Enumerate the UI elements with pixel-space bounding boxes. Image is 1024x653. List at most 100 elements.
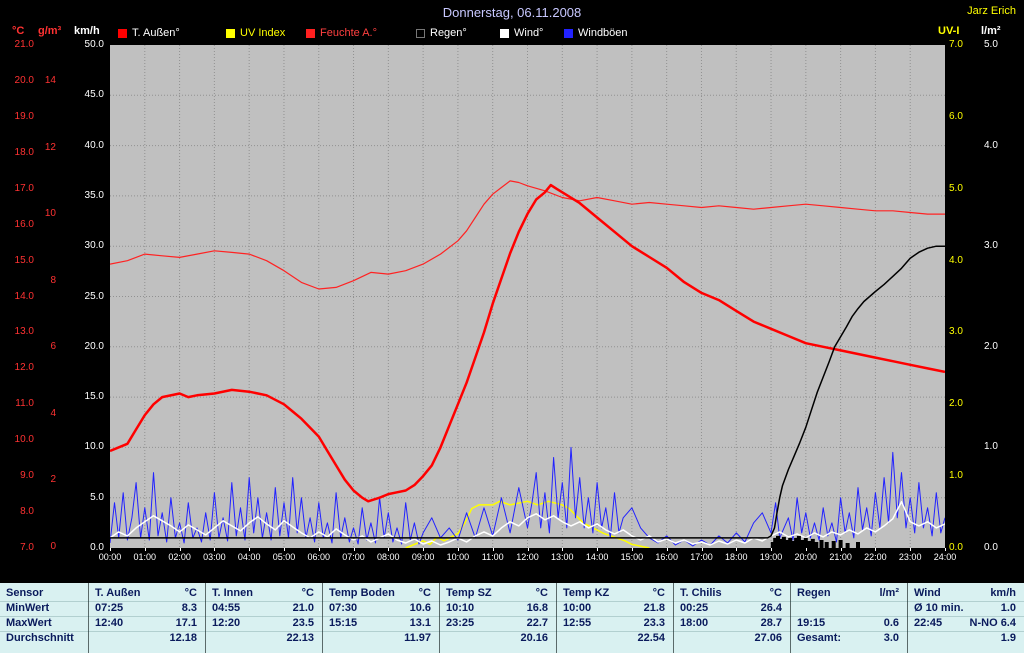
stat-time: Gesamt: (797, 632, 842, 644)
rain-bar (807, 541, 812, 548)
uv-scale-tick: 4.0 (949, 254, 963, 266)
stat-value: 22.13 (286, 632, 314, 644)
rain-bar (810, 538, 815, 548)
wind-scale-tick: 5.0 (90, 491, 104, 503)
x-axis-tickmark (318, 548, 320, 551)
stat-time: 07:25 (95, 602, 124, 614)
stat-header-name: Temp SZ (446, 587, 492, 599)
wind-scale-tick: 40.0 (84, 139, 104, 151)
rain-bar (778, 538, 783, 548)
x-axis-tick: 07:00 (342, 552, 365, 562)
temp-scale-tick: 11.0 (15, 398, 34, 410)
x-axis-tickmark (840, 548, 842, 551)
stat-value: 1.0 (1000, 602, 1016, 614)
rain-bar (800, 540, 805, 548)
stat-value: 0.6 (883, 617, 899, 629)
stat-header-name: T. Chilis (680, 587, 722, 599)
table-column-separator (322, 583, 323, 653)
temp-axis-unit: °C (12, 25, 25, 37)
x-axis-tickmark (388, 548, 390, 551)
wind-scale-tick: 45.0 (84, 89, 104, 101)
humidity-scale-tick: 2 (50, 474, 56, 486)
weather-chart (109, 45, 946, 549)
rain-scale-tick: 0.0 (984, 542, 998, 553)
x-axis-tick: 12:00 (516, 552, 539, 562)
rain-scale-tick: 2.0 (984, 340, 998, 352)
stat-header-unit: °C (184, 587, 197, 599)
x-axis-tick: 13:00 (551, 552, 574, 562)
table-column-separator (205, 583, 206, 653)
humidity-scale-tick: 8 (50, 274, 56, 286)
stat-header-name: T. Innen (212, 587, 253, 599)
x-axis-tick: 05:00 (272, 552, 296, 562)
page-title: Donnerstag, 06.11.2008 (442, 5, 582, 20)
rain-bar (773, 537, 778, 548)
stat-time: 00:25 (680, 602, 709, 614)
x-axis-tickmark (214, 548, 216, 551)
x-axis-tickmark (144, 548, 146, 551)
uv-index-legend-swatch (226, 29, 235, 38)
x-axis-tickmark (353, 548, 355, 551)
rain-bar (819, 540, 824, 548)
wind-scale-tick: 25.0 (84, 290, 104, 302)
stat-header-name: Temp KZ (563, 587, 610, 599)
stat-value: 8.3 (181, 602, 197, 614)
x-axis-tickmark (457, 548, 459, 551)
temp-scale-tick: 15.0 (14, 254, 34, 266)
rain-bar (770, 542, 775, 548)
x-axis-tick: 04:00 (237, 552, 261, 562)
x-axis-tick: 14:00 (585, 552, 609, 562)
t-aussen-legend-label: T. Außen° (132, 27, 180, 39)
table-column-separator (439, 583, 440, 653)
x-axis-tickmark (527, 548, 529, 551)
humidity-scale-tick: 12 (44, 141, 56, 153)
x-axis-tick: 19:00 (759, 552, 783, 562)
wind-scale-tick: 10.0 (84, 441, 104, 453)
wind-scale-tick: 20.0 (84, 340, 104, 352)
stat-time: 18:00 (680, 617, 709, 629)
stat-value: 21.0 (292, 602, 314, 614)
rain-bar (824, 542, 829, 548)
rain-scale-tick: 1.0 (984, 441, 998, 453)
table-column-separator (673, 583, 674, 653)
wind-scale-tick: 50.0 (84, 39, 104, 50)
uv-scale-tick: 0.0 (949, 542, 963, 553)
stat-header-name: T. Außen (95, 587, 141, 599)
wind-axis-unit: km/h (74, 25, 100, 37)
x-axis-tick: 20:00 (794, 552, 818, 562)
windboeen-legend-swatch (564, 29, 573, 38)
stat-time: 07:30 (329, 602, 358, 614)
rain-bar (831, 541, 836, 548)
stat-header-unit: °C (418, 587, 431, 599)
station-name: Jarz Erich (967, 5, 1016, 17)
uv-scale-tick: 3.0 (949, 326, 963, 338)
temp-scale-tick: 7.0 (20, 542, 34, 553)
x-axis-tick: 18:00 (725, 552, 748, 562)
x-axis-tick: 08:00 (377, 552, 400, 562)
rain-scale-tick: 5.0 (984, 39, 998, 50)
wind-legend-label: Wind° (514, 27, 544, 39)
x-axis-tickmark (562, 548, 564, 551)
stat-header-unit: °C (769, 587, 782, 599)
wind-legend-swatch (500, 29, 509, 38)
x-axis-tick: 10:00 (446, 552, 470, 562)
series-t-aussen (109, 183, 946, 503)
uv-axis-unit: UV-I (938, 25, 960, 37)
rain-bar (791, 541, 795, 548)
temp-scale-tick: 13.0 (14, 326, 34, 338)
stat-value: 3.0 (883, 632, 899, 644)
x-axis-tickmark (110, 548, 111, 551)
stat-header-name: Regen (797, 587, 831, 599)
wind-scale-tick: 15.0 (84, 391, 104, 403)
stat-time: 10:00 (563, 602, 592, 614)
x-axis-tickmark (910, 548, 912, 551)
x-axis-tickmark (805, 548, 807, 551)
humidity-scale-tick: 6 (50, 341, 56, 353)
table-column-separator (88, 583, 89, 653)
stat-time: 04:55 (212, 602, 241, 614)
series-uv-index (405, 500, 650, 549)
x-axis-tickmark (631, 548, 633, 551)
rain-bar (838, 540, 843, 548)
x-axis-tick: 01:00 (133, 552, 157, 562)
